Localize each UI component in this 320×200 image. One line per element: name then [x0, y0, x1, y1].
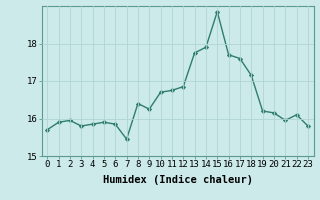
X-axis label: Humidex (Indice chaleur): Humidex (Indice chaleur): [103, 175, 252, 185]
